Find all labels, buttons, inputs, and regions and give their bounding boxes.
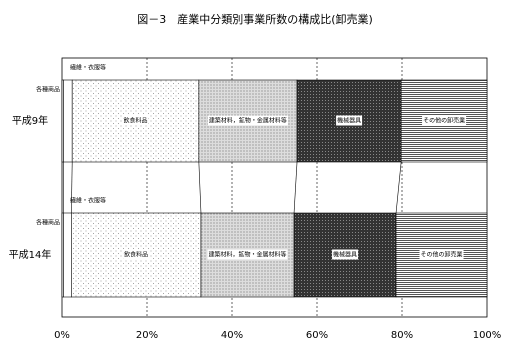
- segment-label: 建築材料，鉱物・金属材料等: [209, 251, 287, 259]
- connector-line: [71, 161, 73, 214]
- segment-label: 各種商品: [36, 86, 60, 94]
- connector-line: [395, 161, 402, 214]
- connector-line: [198, 161, 202, 214]
- plot-frame: [61, 57, 488, 318]
- x-tick-label: 60%: [306, 330, 328, 341]
- segment-label: その他の卸売業: [423, 117, 465, 125]
- label-box: [332, 249, 359, 260]
- x-tick-label: 40%: [221, 330, 243, 341]
- segment-label: 各種商品: [36, 219, 60, 227]
- segment-label: 飲食料品: [124, 251, 148, 259]
- x-tick-label: 100%: [473, 330, 502, 341]
- x-tick-label: 0%: [54, 330, 70, 341]
- label-box: [419, 249, 464, 260]
- segment-label: 繊維・衣服等: [70, 197, 106, 205]
- segment-label: その他の卸売業: [421, 251, 463, 259]
- label-box: [123, 249, 150, 260]
- segment-label: 飲食料品: [124, 117, 148, 125]
- segment-label: 機械器具: [337, 117, 361, 125]
- y-tick-label: 平成14年: [9, 248, 52, 261]
- y-tick-label: 平成9年: [12, 114, 48, 127]
- label-box: [422, 115, 467, 126]
- label-box: [122, 115, 149, 126]
- label-box: [207, 249, 288, 260]
- connector-line: [293, 161, 298, 214]
- segment-label: 繊維・衣服等: [70, 64, 106, 72]
- bar-segment: [63, 79, 73, 163]
- segment-label: 機械器具: [333, 251, 357, 259]
- label-box: [336, 115, 363, 126]
- x-tick-label: 80%: [391, 330, 413, 341]
- label-box: [207, 115, 288, 126]
- x-tick-label: 20%: [136, 330, 158, 341]
- chart-title: 図－3 産業中分類別事業所数の構成比(卸売業): [137, 12, 373, 26]
- segment-label: 建築材料，鉱物・金属材料等: [209, 117, 287, 125]
- bar-segment: [63, 212, 72, 298]
